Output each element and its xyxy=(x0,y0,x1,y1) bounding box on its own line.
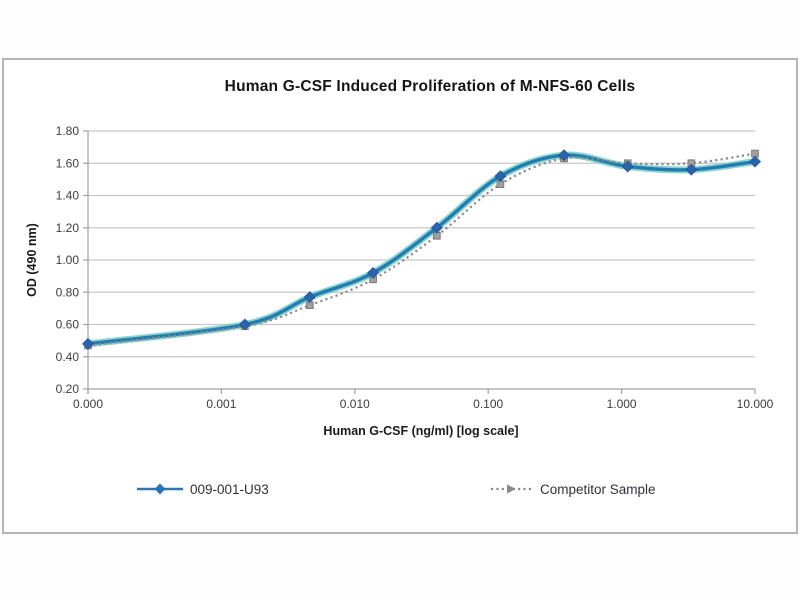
y-tick-label: 0.80 xyxy=(56,285,80,299)
y-tick-label: 1.60 xyxy=(56,156,80,170)
y-tick-label: 1.40 xyxy=(56,189,80,203)
y-tick-label: 0.60 xyxy=(56,318,80,332)
legend-item-series1: 009-001-U93 xyxy=(137,481,269,497)
y-tick-label: 1.20 xyxy=(56,221,80,235)
x-tick-label: 10.000 xyxy=(737,397,774,411)
legend-label-series1: 009-001-U93 xyxy=(190,481,269,497)
y-axis-title: OD (490 nm) xyxy=(25,223,39,297)
series1-marker xyxy=(238,318,251,331)
series1-marker xyxy=(685,163,698,176)
series1-glow xyxy=(84,151,759,348)
x-tick-label: 0.001 xyxy=(206,397,236,411)
legend-dotted-line-icon xyxy=(491,484,533,494)
x-tick-label: 0.000 xyxy=(73,397,103,411)
chart-title: Human G-CSF Induced Proliferation of M-N… xyxy=(224,78,636,95)
chart-frame xyxy=(2,58,798,534)
series1-marker xyxy=(749,155,761,168)
legend-item-series2: Competitor Sample xyxy=(491,481,656,497)
y-tick-label: 0.20 xyxy=(56,382,80,396)
x-tick-label: 1.000 xyxy=(607,397,637,411)
y-tick-label: 1.80 xyxy=(56,124,80,138)
series1-line xyxy=(86,153,757,346)
series1-marker xyxy=(82,337,94,350)
x-axis-title: Human G-CSF (ng/ml) [log scale] xyxy=(323,424,519,438)
x-tick-label: 0.010 xyxy=(340,397,370,411)
series1-marker xyxy=(367,266,379,279)
series1-marker xyxy=(621,160,634,173)
y-tick-label: 1.00 xyxy=(56,253,80,267)
series1-marker xyxy=(303,291,316,304)
legend-line-diamond-icon xyxy=(137,483,183,495)
series1-marker xyxy=(494,170,507,183)
y-tick-label: 0.40 xyxy=(56,350,80,364)
legend-label-series2: Competitor Sample xyxy=(540,481,656,497)
series2-line xyxy=(87,152,756,347)
x-tick-label: 0.100 xyxy=(473,397,503,411)
series1-marker xyxy=(558,149,570,162)
series1-marker xyxy=(430,221,443,234)
